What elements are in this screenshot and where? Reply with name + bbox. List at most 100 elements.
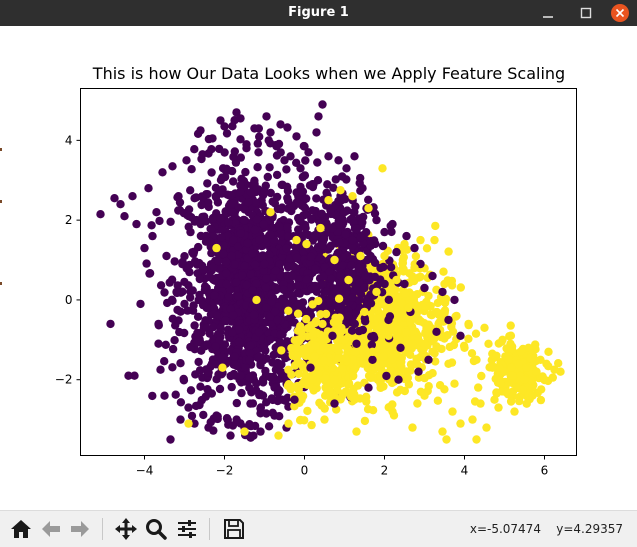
- class-1-point: [392, 275, 401, 285]
- class-1-point: [448, 327, 458, 336]
- class-0-point: [195, 274, 204, 284]
- back-button[interactable]: [38, 516, 64, 542]
- close-button[interactable]: [603, 0, 637, 26]
- class-0-point: [318, 280, 327, 289]
- class-0-point: [299, 246, 308, 256]
- maximize-button[interactable]: [569, 0, 603, 26]
- class-0-point: [261, 366, 270, 376]
- class-0-point: [273, 315, 282, 325]
- class-0-point: [228, 122, 237, 131]
- class-0-point: [148, 231, 157, 241]
- class-0-point: [304, 148, 313, 157]
- figure-canvas[interactable]: This is how Our Data Looks when we Apply…: [0, 26, 637, 510]
- class-1-point: [542, 359, 551, 368]
- class-0-point: [132, 219, 141, 229]
- class-0-point: [237, 271, 247, 280]
- class-0-point: [350, 152, 359, 161]
- class-0-point: [302, 194, 311, 203]
- class-1-point: [212, 243, 221, 253]
- class-0-point: [156, 365, 165, 374]
- class-1-point: [293, 309, 303, 318]
- home-button[interactable]: [8, 516, 34, 542]
- class-1-point: [307, 420, 316, 430]
- class-0-point: [270, 329, 279, 338]
- class-1-point: [502, 387, 511, 396]
- cursor-coordinates: x=-5.07474 y=4.29357: [470, 522, 623, 536]
- x-tick-label: −2: [216, 464, 234, 478]
- pan-icon: [115, 518, 137, 540]
- class-0-point: [378, 241, 388, 251]
- class-0-point: [199, 410, 208, 420]
- minimize-button[interactable]: [531, 0, 565, 26]
- class-0-point: [142, 259, 151, 268]
- class-0-point: [402, 231, 411, 241]
- class-0-point: [302, 275, 311, 284]
- class-0-point: [256, 404, 265, 413]
- class-0-point: [347, 269, 357, 278]
- class-0-point: [272, 142, 281, 151]
- minimize-icon: [543, 16, 553, 18]
- configure-button[interactable]: [174, 516, 200, 542]
- class-1-point: [311, 341, 320, 351]
- class-0-point: [148, 391, 157, 401]
- class-0-point: [276, 330, 285, 339]
- class-0-point: [222, 414, 232, 423]
- class-0-point: [167, 275, 177, 284]
- class-1-point: [402, 328, 411, 337]
- class-1-point: [500, 367, 509, 376]
- class-1-point: [377, 334, 387, 343]
- class-0-point: [364, 195, 373, 204]
- class-1-point: [431, 221, 440, 231]
- class-0-point: [294, 199, 303, 208]
- class-0-point: [438, 287, 447, 297]
- class-0-point: [167, 295, 177, 304]
- zoom-button[interactable]: [143, 516, 169, 542]
- class-1-point: [399, 265, 408, 274]
- class-0-point: [201, 392, 210, 401]
- class-1-point: [393, 308, 403, 318]
- class-0-point: [203, 179, 212, 188]
- class-0-point: [232, 278, 241, 287]
- class-1-point: [414, 273, 423, 282]
- class-1-point: [510, 407, 519, 416]
- class-1-point: [526, 353, 535, 362]
- class-1-point: [411, 252, 421, 261]
- class-0-point: [229, 177, 238, 186]
- class-0-point: [268, 395, 277, 405]
- class-0-point: [388, 219, 397, 229]
- class-1-point: [292, 235, 301, 245]
- forward-button[interactable]: [67, 516, 93, 542]
- class-0-point: [284, 232, 293, 241]
- class-0-point: [221, 269, 231, 278]
- class-0-point: [256, 427, 265, 436]
- class-0-point: [282, 182, 292, 191]
- class-1-point: [464, 319, 473, 329]
- class-1-point: [383, 322, 392, 331]
- class-1-point: [277, 346, 286, 355]
- pan-button[interactable]: [113, 516, 139, 542]
- class-0-point: [171, 390, 180, 399]
- class-1-point: [298, 391, 308, 401]
- class-0-point: [392, 247, 401, 257]
- class-0-point: [171, 321, 180, 330]
- class-1-point: [349, 371, 358, 381]
- class-0-point: [310, 231, 320, 240]
- class-0-point: [145, 269, 154, 278]
- class-0-point: [255, 132, 264, 141]
- class-0-point: [154, 339, 163, 348]
- class-1-point: [494, 403, 503, 412]
- class-1-point: [397, 299, 406, 308]
- class-0-point: [324, 152, 333, 161]
- class-0-point: [170, 257, 179, 266]
- class-0-point: [221, 316, 230, 325]
- class-0-point: [206, 224, 216, 233]
- class-1-point: [441, 294, 451, 304]
- class-1-point: [302, 314, 311, 324]
- class-0-point: [140, 243, 149, 253]
- class-0-point: [312, 128, 321, 137]
- x-tick-label: 4: [461, 464, 469, 478]
- save-button[interactable]: [221, 516, 247, 542]
- class-1-point: [433, 396, 443, 405]
- class-0-point: [275, 222, 284, 232]
- class-1-point: [319, 335, 328, 345]
